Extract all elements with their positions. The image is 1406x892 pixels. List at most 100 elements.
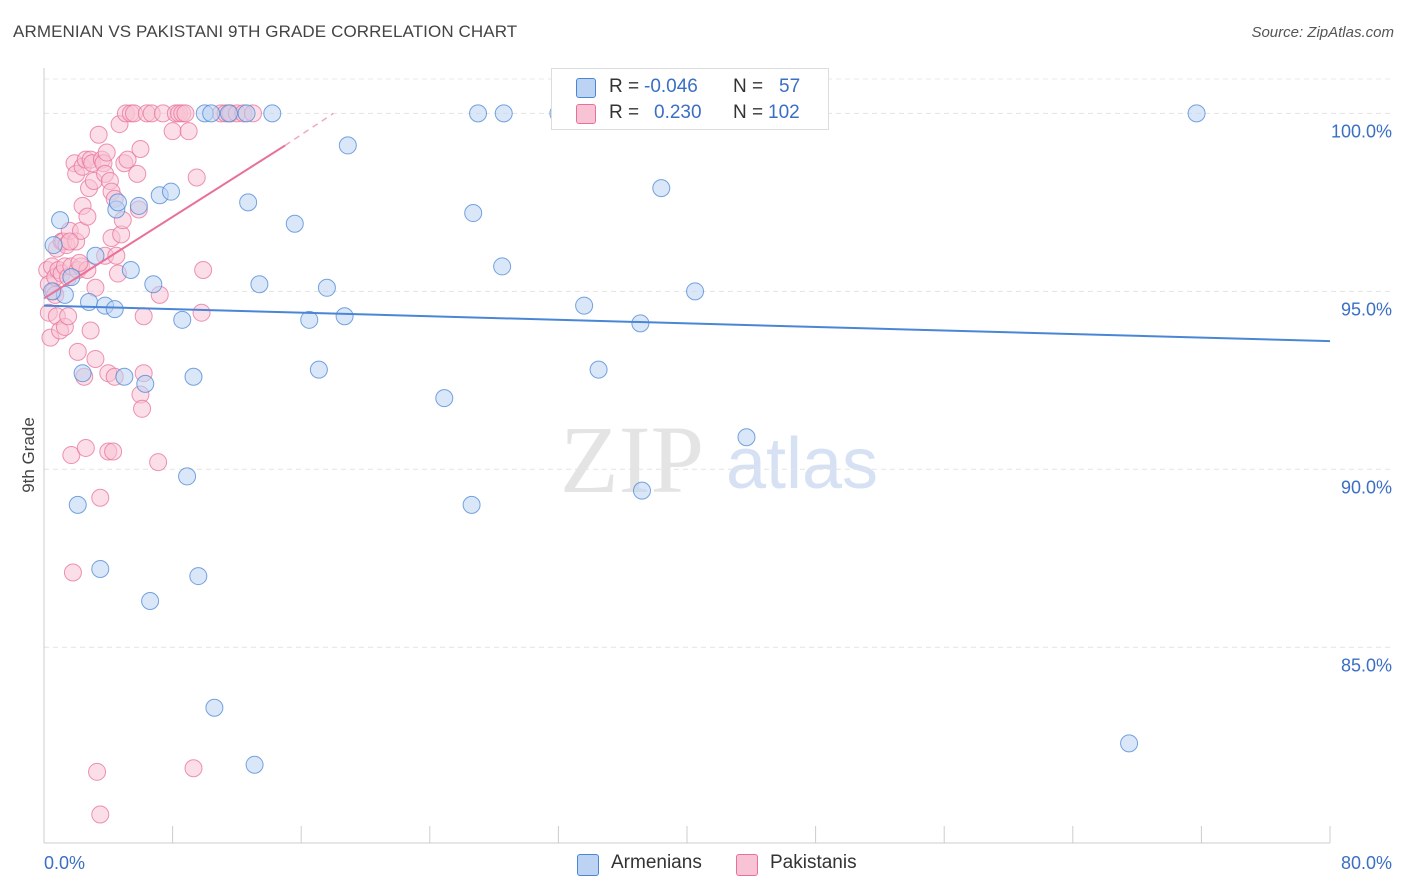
pakistani-point — [60, 232, 79, 251]
armenian-point — [686, 282, 705, 301]
pakistani-point — [176, 104, 195, 123]
armenian-point — [44, 236, 63, 255]
pakistani-point — [76, 438, 95, 457]
pakistanis-swatch — [576, 104, 596, 124]
armenians-swatch — [576, 78, 596, 98]
y-tick-label: 90.0% — [1341, 477, 1392, 497]
y-tick-label: 85.0% — [1341, 655, 1392, 675]
armenian-point — [469, 104, 488, 123]
pakistanis-n-value: 102 — [768, 102, 800, 123]
legend-armenians-label: Armenians — [611, 852, 702, 873]
pakistani-point — [128, 164, 147, 183]
armenian-point — [136, 374, 155, 393]
pakistani-point — [192, 303, 211, 322]
pakistani-point — [70, 253, 89, 272]
armenian-point — [237, 104, 256, 123]
armenians-r-label: R = — [609, 76, 640, 97]
armenian-point — [239, 193, 258, 212]
armenian-point — [245, 755, 264, 774]
armenian-point — [1187, 104, 1206, 123]
armenian-point — [263, 104, 282, 123]
armenian-point — [129, 196, 148, 215]
legend-armenians-swatch — [577, 854, 599, 876]
pakistani-point — [131, 139, 150, 158]
armenians-n-value: 57 — [779, 76, 801, 97]
pakistani-point — [134, 307, 153, 326]
armenian-point — [631, 314, 650, 333]
pakistani-point — [68, 342, 87, 361]
armenians-n-label: N = — [733, 76, 764, 97]
pakistani-point — [59, 307, 78, 326]
armenian-point — [141, 591, 160, 610]
y-axis-label: 9th Grade — [19, 417, 38, 493]
armenian-point — [317, 278, 336, 297]
armenian-point — [68, 495, 87, 514]
pakistani-point — [187, 168, 206, 187]
armenian-point — [161, 182, 180, 201]
pakistani-point — [107, 246, 126, 265]
pakistani-point — [104, 442, 123, 461]
pakistani-point — [78, 207, 97, 226]
pakistanis-n-label: N = — [733, 102, 764, 123]
armenian-point — [493, 257, 512, 276]
armenian-point — [285, 214, 304, 233]
pakistani-point — [194, 260, 213, 279]
pakistani-point — [62, 446, 81, 465]
pakistani-point — [163, 122, 182, 141]
armenian-point — [219, 104, 238, 123]
legend-pakistanis-label: Pakistanis — [770, 852, 857, 873]
armenian-point — [652, 179, 671, 198]
armenian-point — [464, 204, 483, 223]
armenians-r-value: -0.046 — [644, 76, 698, 97]
pakistani-point — [97, 143, 116, 162]
pakistani-point — [88, 762, 107, 781]
y-tick-label: 95.0% — [1341, 299, 1392, 319]
armenian-point — [178, 467, 197, 486]
armenian-point — [205, 698, 224, 717]
armenian-point — [202, 104, 221, 123]
pakistani-point — [63, 563, 82, 582]
pakistani-point — [149, 453, 168, 472]
stats-box: R = -0.046 N = 57 R = 0.230 N = 102 — [551, 68, 829, 130]
y-tick-label: 100.0% — [1331, 121, 1392, 141]
pakistani-point — [179, 122, 198, 141]
armenian-point — [435, 389, 454, 408]
pakistani-point — [91, 488, 110, 507]
chart-title: ARMENIAN VS PAKISTANI 9TH GRADE CORRELAT… — [13, 22, 518, 41]
armenian-point — [51, 211, 70, 230]
pakistani-point — [81, 321, 100, 340]
armenian-point — [737, 428, 756, 447]
stats-row-armenians: R = -0.046 N = 57 — [552, 74, 828, 100]
armenian-point — [105, 300, 124, 319]
armenian-point — [62, 268, 81, 287]
source-label: Source: ZipAtlas.com — [1251, 24, 1394, 41]
pakistani-point — [118, 150, 137, 169]
armenian-point — [575, 296, 594, 315]
armenian-point — [309, 360, 328, 379]
pakistanis-r-value: 0.230 — [654, 102, 702, 123]
pakistanis-trend-line — [43, 144, 286, 300]
pakistanis-trend-extension — [284, 112, 334, 147]
pakistanis-r-label: R = — [609, 102, 640, 123]
armenian-point — [108, 193, 127, 212]
armenian-point — [300, 310, 319, 329]
armenian-point — [589, 360, 608, 379]
armenian-point — [250, 275, 269, 294]
armenian-point — [494, 104, 513, 123]
pakistani-point — [91, 805, 110, 824]
legend-pakistanis-swatch — [736, 854, 758, 876]
armenian-point — [462, 495, 481, 514]
pakistani-point — [89, 125, 108, 144]
armenian-point — [121, 260, 140, 279]
armenian-point — [173, 310, 192, 329]
pakistani-point — [86, 349, 105, 368]
armenian-point — [1120, 734, 1139, 753]
armenian-point — [144, 275, 163, 294]
armenian-point — [335, 307, 354, 326]
pakistani-point — [184, 759, 203, 778]
stats-row-pakistanis: R = 0.230 N = 102 — [552, 100, 828, 126]
armenian-point — [86, 246, 105, 265]
x-tick-label: 80.0% — [1341, 853, 1392, 873]
armenian-point — [115, 367, 134, 386]
